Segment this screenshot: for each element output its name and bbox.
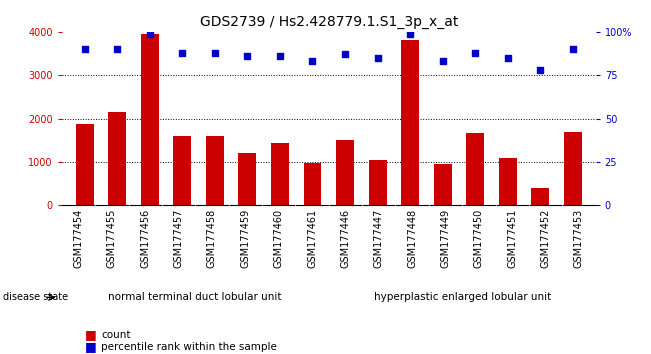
Point xyxy=(79,46,90,52)
Bar xyxy=(466,133,484,205)
Text: GSM177458: GSM177458 xyxy=(207,209,217,268)
Text: ■: ■ xyxy=(85,341,96,353)
Point xyxy=(242,53,253,59)
Bar xyxy=(434,164,452,205)
Text: GSM177457: GSM177457 xyxy=(174,209,184,268)
Text: GSM177450: GSM177450 xyxy=(474,209,484,268)
Point xyxy=(535,67,546,73)
Text: ■: ■ xyxy=(85,328,96,341)
Point xyxy=(177,50,187,56)
Text: GSM177452: GSM177452 xyxy=(540,209,551,268)
Text: count: count xyxy=(101,330,130,339)
Text: GSM177447: GSM177447 xyxy=(374,209,384,268)
Bar xyxy=(173,136,191,205)
Text: GSM177460: GSM177460 xyxy=(273,209,284,268)
Text: GSM177446: GSM177446 xyxy=(340,209,350,268)
Text: GSM177461: GSM177461 xyxy=(307,209,317,268)
Point xyxy=(405,31,415,36)
Point xyxy=(372,55,383,61)
Bar xyxy=(499,159,517,205)
Bar xyxy=(206,136,224,205)
Text: normal terminal duct lobular unit: normal terminal duct lobular unit xyxy=(108,292,281,302)
Bar xyxy=(141,34,159,205)
Bar xyxy=(108,112,126,205)
Point xyxy=(437,58,448,64)
Text: percentile rank within the sample: percentile rank within the sample xyxy=(101,342,277,352)
Text: GSM177459: GSM177459 xyxy=(240,209,251,268)
Text: GSM177449: GSM177449 xyxy=(441,209,450,268)
Point xyxy=(112,46,122,52)
Bar xyxy=(531,188,549,205)
Point xyxy=(503,55,513,61)
Bar xyxy=(271,143,289,205)
Text: GSM177453: GSM177453 xyxy=(574,209,584,268)
Bar xyxy=(401,40,419,205)
Text: GSM177451: GSM177451 xyxy=(507,209,518,268)
Bar xyxy=(76,124,94,205)
Text: GSM177456: GSM177456 xyxy=(140,209,150,268)
Bar xyxy=(303,163,322,205)
Point xyxy=(470,50,480,56)
Text: hyperplastic enlarged lobular unit: hyperplastic enlarged lobular unit xyxy=(374,292,551,302)
Point xyxy=(145,31,155,36)
Text: GSM177455: GSM177455 xyxy=(107,209,117,268)
Point xyxy=(340,52,350,57)
Bar xyxy=(238,153,256,205)
Text: disease state: disease state xyxy=(3,292,68,302)
Bar xyxy=(368,160,387,205)
Bar xyxy=(336,140,354,205)
Title: GDS2739 / Hs2.428779.1.S1_3p_x_at: GDS2739 / Hs2.428779.1.S1_3p_x_at xyxy=(200,16,458,29)
Text: GSM177448: GSM177448 xyxy=(407,209,417,268)
Point xyxy=(275,53,285,59)
Point xyxy=(307,58,318,64)
Point xyxy=(568,46,578,52)
Bar xyxy=(564,132,582,205)
Point xyxy=(210,50,220,56)
Text: GSM177454: GSM177454 xyxy=(74,209,83,268)
